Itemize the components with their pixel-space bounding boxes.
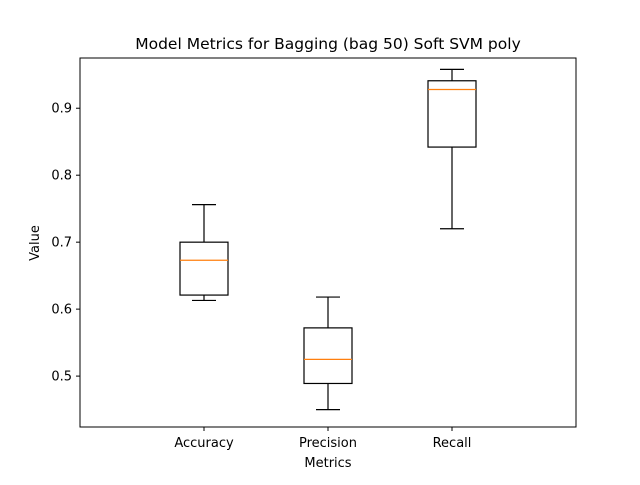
plot-frame — [79, 57, 577, 428]
box-recall — [427, 80, 477, 148]
x-axis-label: Metrics — [304, 456, 351, 471]
chart-title: Model Metrics for Bagging (bag 50) Soft … — [135, 35, 521, 53]
y-tick-label: 0.9 — [51, 102, 72, 117]
y-tick-label: 0.5 — [51, 370, 72, 385]
x-tick-label-accuracy: Accuracy — [174, 436, 234, 451]
y-axis-label: Value — [28, 225, 43, 261]
plot-area: Accuracy Precision Recall 0.5 0.6 0.7 0.8 0.9 — [51, 57, 577, 451]
x-tick-label-recall: Recall — [433, 436, 472, 451]
box-precision — [303, 327, 353, 385]
box-accuracy — [179, 241, 229, 296]
x-tick-label-precision: Precision — [299, 436, 357, 451]
y-tick-label: 0.6 — [51, 303, 72, 318]
y-tick-label: 0.8 — [51, 169, 72, 184]
y-tick-label: 0.7 — [51, 236, 72, 251]
